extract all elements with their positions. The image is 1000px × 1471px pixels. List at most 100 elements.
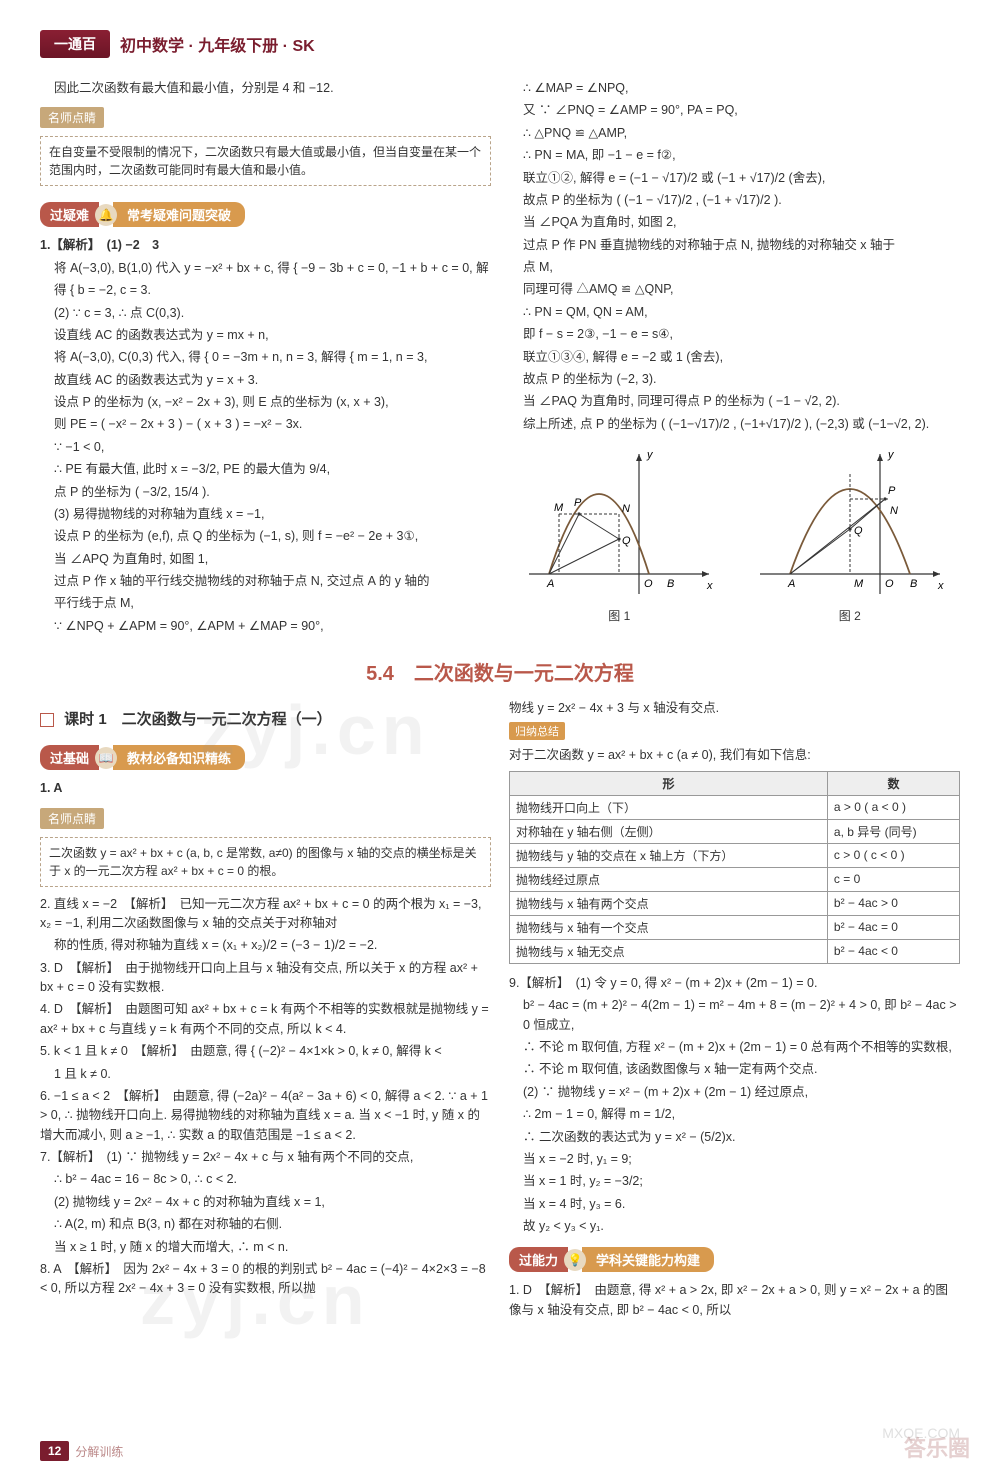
- lesson-title: 课时 1 二次函数与一元二次方程（一）: [64, 711, 332, 728]
- a9b: b² − 4ac = (m + 2)² − 4(2m − 1) = m² − 4…: [509, 996, 960, 1035]
- svg-text:B: B: [667, 578, 674, 590]
- table-cell: a > 0 ( a < 0 ): [827, 795, 959, 819]
- svg-text:N: N: [622, 503, 630, 515]
- teacher-note-2: 二次函数 y = ax² + bx + c (a, b, c 是常数, a≠0)…: [40, 837, 491, 887]
- right-column-bottom: 物线 y = 2x² − 4x + 3 与 x 轴没有交点. 归纳总结 对于二次…: [509, 696, 960, 1323]
- pill-right-3: 学科关键能力构建: [582, 1247, 714, 1272]
- svg-text:Q: Q: [622, 535, 631, 547]
- q1-l13: 设点 P 的坐标为 (e,f), 点 Q 的坐标为 (−1, s), 则 f =…: [40, 527, 491, 546]
- ability-pill: 过能力 💡 学科关键能力构建: [509, 1247, 714, 1272]
- table-cell: 抛物线与 x 轴有一个交点: [510, 915, 828, 939]
- q1-l12: (3) 易得抛物线的对称轴为直线 x = −1,: [40, 505, 491, 524]
- basics-pill: 过基础 📖 教材必备知识精练: [40, 745, 245, 770]
- r14: 故点 P 的坐标为 (−2, 3).: [509, 370, 960, 389]
- r4: ∴ PN = MA, 即 −1 − e = f②,: [509, 146, 960, 165]
- pill-left: 过疑难: [40, 202, 99, 227]
- page-number: 12: [40, 1441, 69, 1461]
- table-cell: 抛物线与 x 轴无交点: [510, 939, 828, 963]
- a5b: 1 且 k ≠ 0.: [40, 1065, 491, 1084]
- q1-l10: ∴ PE 有最大值, 此时 x = −3/2, PE 的最大值为 9/4,: [40, 460, 491, 479]
- a6: 6. −1 ≤ a < 2 【解析】 由题意, 得 (−2a)² − 4(a² …: [40, 1087, 491, 1145]
- square-icon: [40, 713, 54, 727]
- a9k: 故 y₂ < y₃ < y₁.: [509, 1217, 960, 1236]
- table-row: 抛物线与 x 轴有一个交点b² − 4ac = 0: [510, 915, 960, 939]
- rb-intro: 物线 y = 2x² − 4x + 3 与 x 轴没有交点.: [509, 699, 960, 718]
- a4: 4. D 【解析】 由题图可知 ax² + bx + c = k 有两个不相等的…: [40, 1000, 491, 1039]
- r12: 即 f − s = 2③, −1 − e = s④,: [509, 325, 960, 344]
- r13: 联立①③④, 解得 e = −2 或 1 (舍去),: [509, 348, 960, 367]
- table-cell: 抛物线与 x 轴有两个交点: [510, 891, 828, 915]
- table-cell: b² − 4ac = 0: [827, 915, 959, 939]
- table-row: 抛物线与 y 轴的交点在 x 轴上方（下方）c > 0 ( c < 0 ): [510, 843, 960, 867]
- r8: 过点 P 作 PN 垂直抛物线的对称轴于点 N, 抛物线的对称轴交 x 轴于: [509, 236, 960, 255]
- a9f: ∴ 2m − 1 = 0, 解得 m = 1/2,: [509, 1105, 960, 1124]
- q1-head: 1.【解析】 (1) −2 3: [40, 236, 491, 255]
- lesson-header: 课时 1 二次函数与一元二次方程（一）: [40, 708, 491, 729]
- a9c: ∴ 不论 m 取何值, 方程 x² − (m + 2)x + (2m − 1) …: [509, 1038, 960, 1057]
- svg-text:A: A: [546, 578, 554, 590]
- q1-l3: (2) ∵ c = 3, ∴ 点 C(0,3).: [40, 304, 491, 323]
- pill-left-3: 过能力: [509, 1247, 568, 1272]
- a9d: ∴ 不论 m 取何值, 该函数图像与 x 轴一定有两个交点.: [509, 1060, 960, 1079]
- q1-l2: 得 { b = −2, c = 3.: [40, 281, 491, 300]
- teacher-tag: 名师点睛: [40, 107, 104, 128]
- table-cell: a, b 异号 (同号): [827, 819, 959, 843]
- teacher-note: 在自变量不受限制的情况下，二次函数只有最大值或最小值，但当自变量在某一个范围内时…: [40, 136, 491, 186]
- left-column-bottom: 课时 1 二次函数与一元二次方程（一） 过基础 📖 教材必备知识精练 1. A …: [40, 696, 491, 1323]
- a7e: 当 x ≥ 1 时, y 随 x 的增大而增大, ∴ m < n.: [40, 1238, 491, 1257]
- graph-1-box: x y O A B M P N Q: [519, 444, 719, 624]
- svg-text:x: x: [937, 580, 944, 592]
- table-row: 抛物线与 x 轴有两个交点b² − 4ac > 0: [510, 891, 960, 915]
- svg-text:P: P: [888, 485, 896, 497]
- section-title: 5.4 二次函数与一元二次方程: [40, 657, 960, 686]
- q1-l14: 当 ∠APQ 为直角时, 如图 1,: [40, 550, 491, 569]
- table-cell: 抛物线经过原点: [510, 867, 828, 891]
- svg-text:O: O: [644, 578, 653, 590]
- th-0: 形: [510, 771, 828, 795]
- summary-tag: 归纳总结: [509, 722, 565, 740]
- r15: 当 ∠PAQ 为直角时, 同理可得点 P 的坐标为 ( −1 − √2, 2).: [509, 392, 960, 411]
- a3: 3. D 【解析】 由于抛物线开口向上且与 x 轴没有交点, 所以关于 x 的方…: [40, 959, 491, 998]
- svg-text:Q: Q: [854, 525, 863, 537]
- r9: 点 M,: [509, 258, 960, 277]
- summary-table: 形 数 抛物线开口向上（下）a > 0 ( a < 0 )对称轴在 y 轴右侧（…: [509, 771, 960, 964]
- svg-text:y: y: [887, 449, 895, 461]
- graph-2-box: x y O A B M P N Q: [750, 444, 950, 624]
- a9j: 当 x = 4 时, y₃ = 6.: [509, 1195, 960, 1214]
- summary-intro: 对于二次函数 y = ax² + bx + c (a ≠ 0), 我们有如下信息…: [509, 746, 960, 765]
- r5: 联立①②, 解得 e = (−1 − √17)/2 或 (−1 + √17)/2…: [509, 169, 960, 188]
- book-title: 初中数学 · 九年级下册 · SK: [120, 32, 315, 56]
- table-cell: 抛物线与 y 轴的交点在 x 轴上方（下方）: [510, 843, 828, 867]
- r10: 同理可得 △AMQ ≌ △QNP,: [509, 280, 960, 299]
- graphs-row: x y O A B M P N Q: [509, 444, 960, 624]
- svg-text:M: M: [854, 578, 864, 590]
- table-cell: c = 0: [827, 867, 959, 891]
- r1: ∴ ∠MAP = ∠NPQ,: [509, 79, 960, 98]
- table-row: 对称轴在 y 轴右侧（左侧）a, b 异号 (同号): [510, 819, 960, 843]
- table-row: 抛物线与 x 轴无交点b² − 4ac < 0: [510, 939, 960, 963]
- pill-right: 常考疑难问题突破: [113, 202, 245, 227]
- svg-text:M: M: [554, 502, 564, 514]
- q1-l9: ∵ −1 < 0,: [40, 438, 491, 457]
- a2b: 称的性质, 得对称轴为直线 x = (x₁ + x₂)/2 = (−3 − 1)…: [40, 936, 491, 955]
- svg-text:N: N: [890, 505, 898, 517]
- series-badge: 一通百: [40, 30, 110, 58]
- table-row: 抛物线开口向上（下）a > 0 ( a < 0 ): [510, 795, 960, 819]
- pill-left-2: 过基础: [40, 745, 99, 770]
- a9h: 当 x = −2 时, y₁ = 9;: [509, 1150, 960, 1169]
- r3: ∴ △PNQ ≌ △AMP,: [509, 124, 960, 143]
- table-cell: b² − 4ac < 0: [827, 939, 959, 963]
- intro-line: 因此二次函数有最大值和最小值，分别是 4 和 −12.: [40, 79, 491, 98]
- q1-l1: 将 A(−3,0), B(1,0) 代入 y = −x² + bx + c, 得…: [40, 259, 491, 278]
- corner-logo: 答乐圈: [904, 1431, 970, 1463]
- svg-text:O: O: [885, 578, 894, 590]
- table-cell: c > 0 ( c < 0 ): [827, 843, 959, 867]
- q1-l11: 点 P 的坐标为 ( −3/2, 15/4 ).: [40, 483, 491, 502]
- a5: 5. k < 1 且 k ≠ 0 【解析】 由题意, 得 { (−2)² − 4…: [40, 1042, 491, 1061]
- r2: 又 ∵ ∠PNQ = ∠AMP = 90°, PA = PQ,: [509, 101, 960, 120]
- bell-icon: 🔔: [95, 204, 117, 226]
- footer: 12 分解训练: [40, 1441, 123, 1461]
- r7: 当 ∠PQA 为直角时, 如图 2,: [509, 213, 960, 232]
- pill-right-2: 教材必备知识精练: [113, 745, 245, 770]
- graph-1: x y O A B M P N Q: [519, 444, 719, 604]
